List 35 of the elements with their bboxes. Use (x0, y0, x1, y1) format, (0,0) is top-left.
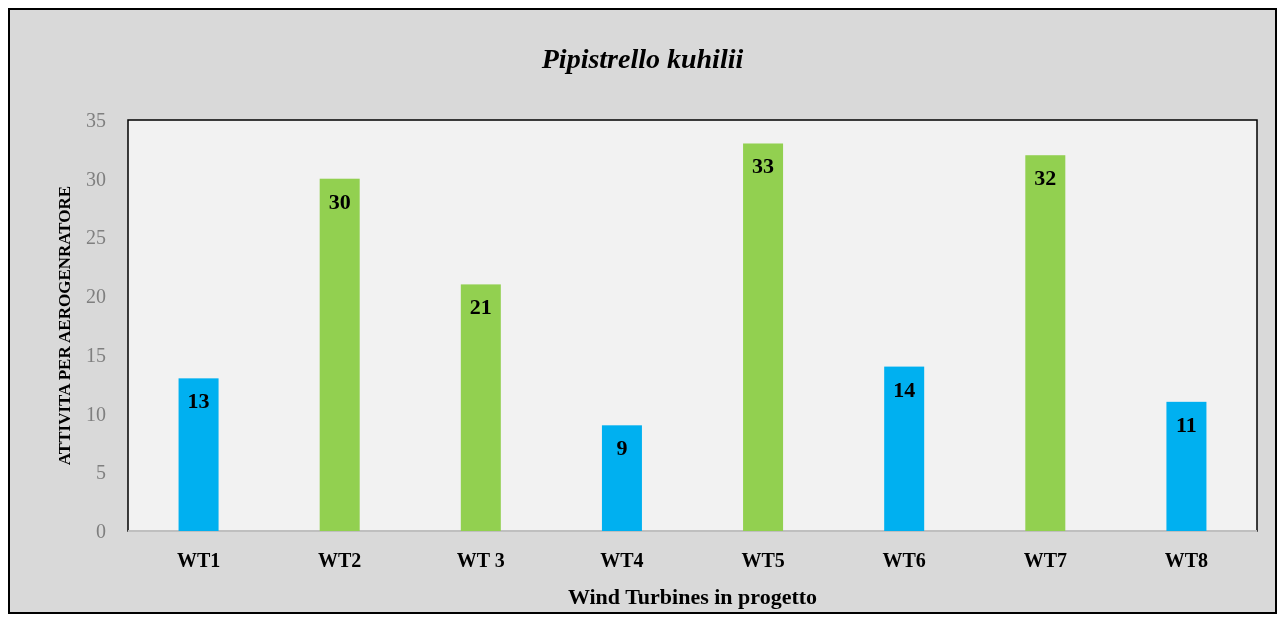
data-label: 21 (469, 294, 492, 320)
x-tick-label: WT8 (1164, 549, 1209, 571)
y-tick-label: 5 (96, 461, 106, 484)
x-axis-title: Wind Turbines in progetto (567, 584, 818, 609)
bar (178, 378, 219, 531)
data-label: 14 (893, 376, 916, 402)
bar (1025, 155, 1066, 531)
bar (319, 178, 360, 531)
bar (884, 366, 925, 531)
data-label: 33 (752, 153, 775, 179)
y-tick-label: 0 (96, 520, 106, 542)
y-tick-label: 30 (86, 167, 106, 190)
y-tick-label: 25 (86, 226, 106, 249)
y-tick-label: 10 (86, 402, 106, 425)
data-label: 13 (187, 388, 210, 414)
data-label: 30 (328, 188, 351, 214)
data-label: 9 (616, 435, 628, 461)
bar (460, 284, 501, 531)
x-tick-label: WT7 (1023, 549, 1067, 571)
y-tick-label: 20 (86, 285, 106, 308)
bar (743, 143, 784, 531)
bar (601, 425, 642, 531)
data-label: 32 (1034, 165, 1057, 191)
x-tick-label: WT2 (318, 549, 362, 571)
y-axis-title: ATTIVITA PER AEROGENRATORE (55, 185, 74, 466)
x-tick-label: WT 3 (456, 549, 505, 571)
x-tick-label: WT5 (741, 549, 785, 571)
bar (1166, 401, 1207, 531)
chart-title: Pipistrello kuhilii (540, 43, 744, 74)
data-label: 11 (1176, 411, 1197, 437)
y-tick-label: 15 (86, 343, 106, 366)
y-tick-label: 35 (86, 109, 106, 131)
x-tick-label: WT1 (176, 549, 221, 571)
x-tick-label: WT4 (600, 549, 644, 571)
x-tick-label: WT6 (882, 549, 926, 571)
